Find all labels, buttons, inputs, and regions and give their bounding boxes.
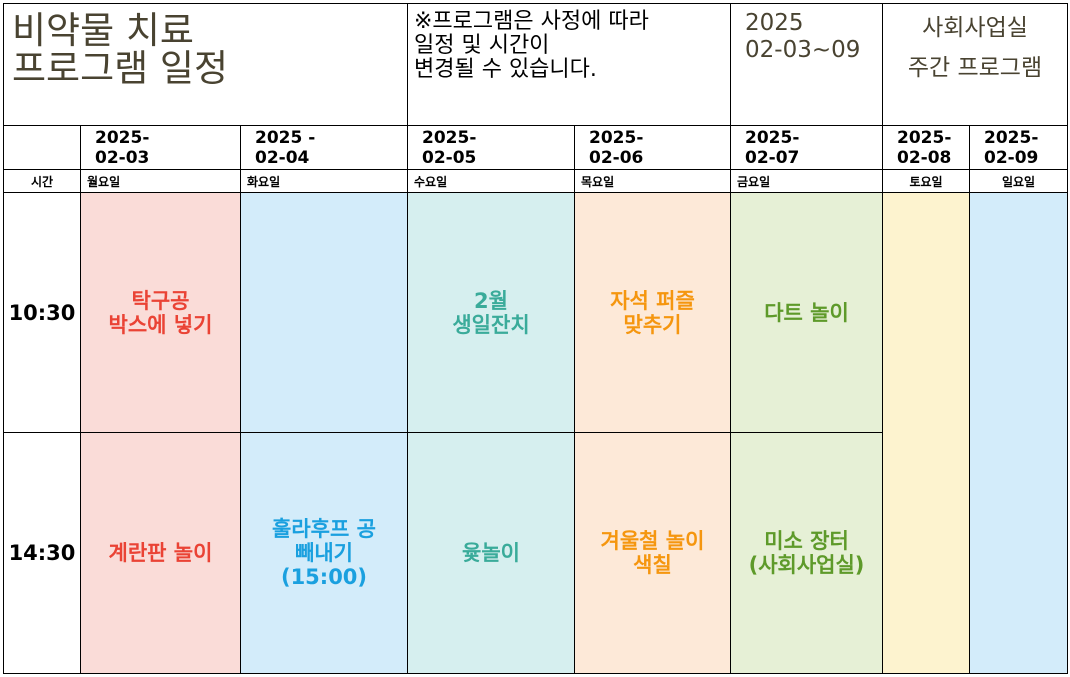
week-range: 2025 02-03~09	[730, 3, 883, 126]
weekday-wed: 수요일	[407, 169, 575, 193]
weekday-row: 시간 월요일 화요일 수요일 목요일 금요일 토요일 일요일	[3, 169, 1068, 193]
date-row: 2025- 02-03 2025 - 02-04 2025- 02-05 202…	[3, 125, 1068, 170]
saturday-empty-cell	[882, 192, 970, 674]
program-tue-am	[240, 192, 408, 433]
date-sun: 2025- 02-09	[969, 125, 1068, 170]
date-mon: 2025- 02-03	[80, 125, 241, 170]
slot-row-afternoon: 14:30 계란판 놀이 훌라후프 공 빼내기 (15:00) 윷놀이 겨울철 …	[3, 432, 1068, 674]
weekday-sat: 토요일	[882, 169, 970, 193]
program-fri-pm: 미소 장터 (사회사업실)	[730, 432, 883, 674]
weekday-mon: 월요일	[80, 169, 241, 193]
slot-row-morning: 10:30 탁구공 박스에 넣기 2월 생일잔치 자석 퍼즐 맞추기 다트 놀이	[3, 192, 1068, 674]
change-notice: ※프로그램은 사정에 따라 일정 및 시간이 변경될 수 있습니다.	[407, 3, 731, 126]
date-fri: 2025- 02-07	[730, 125, 883, 170]
date-thu: 2025- 02-06	[574, 125, 731, 170]
weekday-sun: 일요일	[969, 169, 1068, 193]
header-row: 비약물 치료 프로그램 일정 ※프로그램은 사정에 따라 일정 및 시간이 변경…	[3, 3, 1068, 126]
weekly-schedule-table: 비약물 치료 프로그램 일정 ※프로그램은 사정에 따라 일정 및 시간이 변경…	[3, 3, 1068, 674]
weekday-tue: 화요일	[240, 169, 408, 193]
program-tue-pm: 훌라후프 공 빼내기 (15:00)	[240, 432, 408, 674]
program-mon-pm: 계란판 놀이	[80, 432, 241, 674]
program-mon-am: 탁구공 박스에 넣기	[80, 192, 241, 433]
time-slot-1: 10:30	[3, 192, 81, 433]
date-tue: 2025 - 02-04	[240, 125, 408, 170]
blank-corner	[3, 125, 81, 170]
date-wed: 2025- 02-05	[407, 125, 575, 170]
time-column-label: 시간	[3, 169, 81, 193]
program-thu-am: 자석 퍼즐 맞추기	[574, 192, 731, 433]
schedule-title: 비약물 치료 프로그램 일정	[3, 3, 408, 126]
weekday-fri: 금요일	[730, 169, 883, 193]
date-sat: 2025- 02-08	[882, 125, 970, 170]
program-wed-pm: 윷놀이	[407, 432, 575, 674]
program-thu-pm: 겨울철 놀이 색칠	[574, 432, 731, 674]
program-fri-am: 다트 놀이	[730, 192, 883, 433]
sunday-empty-cell	[969, 192, 1068, 674]
time-slot-2: 14:30	[3, 432, 81, 674]
program-wed-am: 2월 생일잔치	[407, 192, 575, 433]
department-label: 사회사업실 주간 프로그램	[882, 3, 1068, 126]
weekday-thu: 목요일	[574, 169, 731, 193]
